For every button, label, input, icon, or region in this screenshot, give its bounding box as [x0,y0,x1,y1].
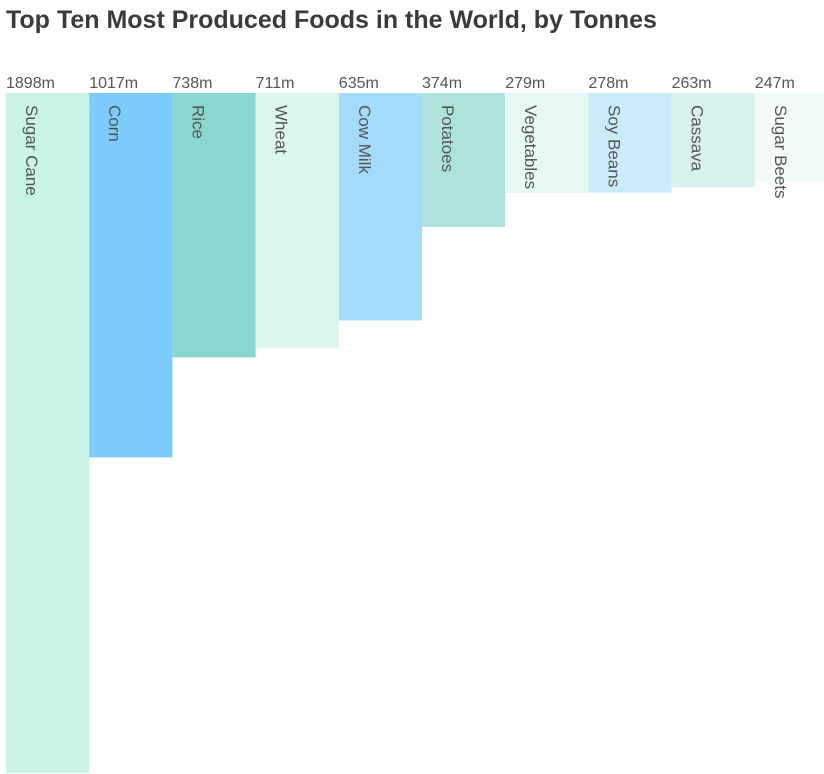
category-label: Potatoes [438,105,457,172]
value-labels-layer: 1898m 1017m 738m 711m 635m 374m 279m 278m 263m 24… [6,75,795,92]
category-label: Sugar Beets [771,105,790,199]
bar-soy-beans [588,93,672,193]
category-label: Wheat [272,105,291,154]
bar-corn [89,93,173,458]
category-label: Sugar Cane [22,105,41,196]
bar-rice [172,93,256,358]
value-label: 738m [172,75,212,92]
category-labels-layer: Sugar Cane Corn Rice Wheat Cow Milk Potatoes V… [22,105,790,199]
value-label: 374m [422,75,462,92]
value-label: 1017m [89,75,138,92]
value-label: 279m [505,75,545,92]
bar-sugar-cane [6,93,90,773]
value-label: 1898m [6,75,55,92]
bar-potatoes [422,93,506,227]
category-label: Rice [188,105,207,139]
category-label: Cassava [688,105,707,172]
value-label: 278m [588,75,628,92]
bars-layer [6,93,824,773]
value-label: 263m [672,75,712,92]
category-label: Vegetables [521,105,540,189]
category-label: Cow Milk [355,105,374,174]
value-label: 247m [755,75,795,92]
bar-sugar-beets [754,93,824,182]
bar-cassava [671,93,755,188]
bar-vegetables [505,93,589,193]
chart-title: Top Ten Most Produced Foods in the World… [6,6,657,34]
bar-cow-milk [338,93,422,321]
bar-wheat [255,93,339,348]
value-label: 711m [256,75,295,92]
category-label: Corn [105,105,124,142]
value-label: 635m [339,75,379,92]
category-label: Soy Beans [604,105,623,187]
